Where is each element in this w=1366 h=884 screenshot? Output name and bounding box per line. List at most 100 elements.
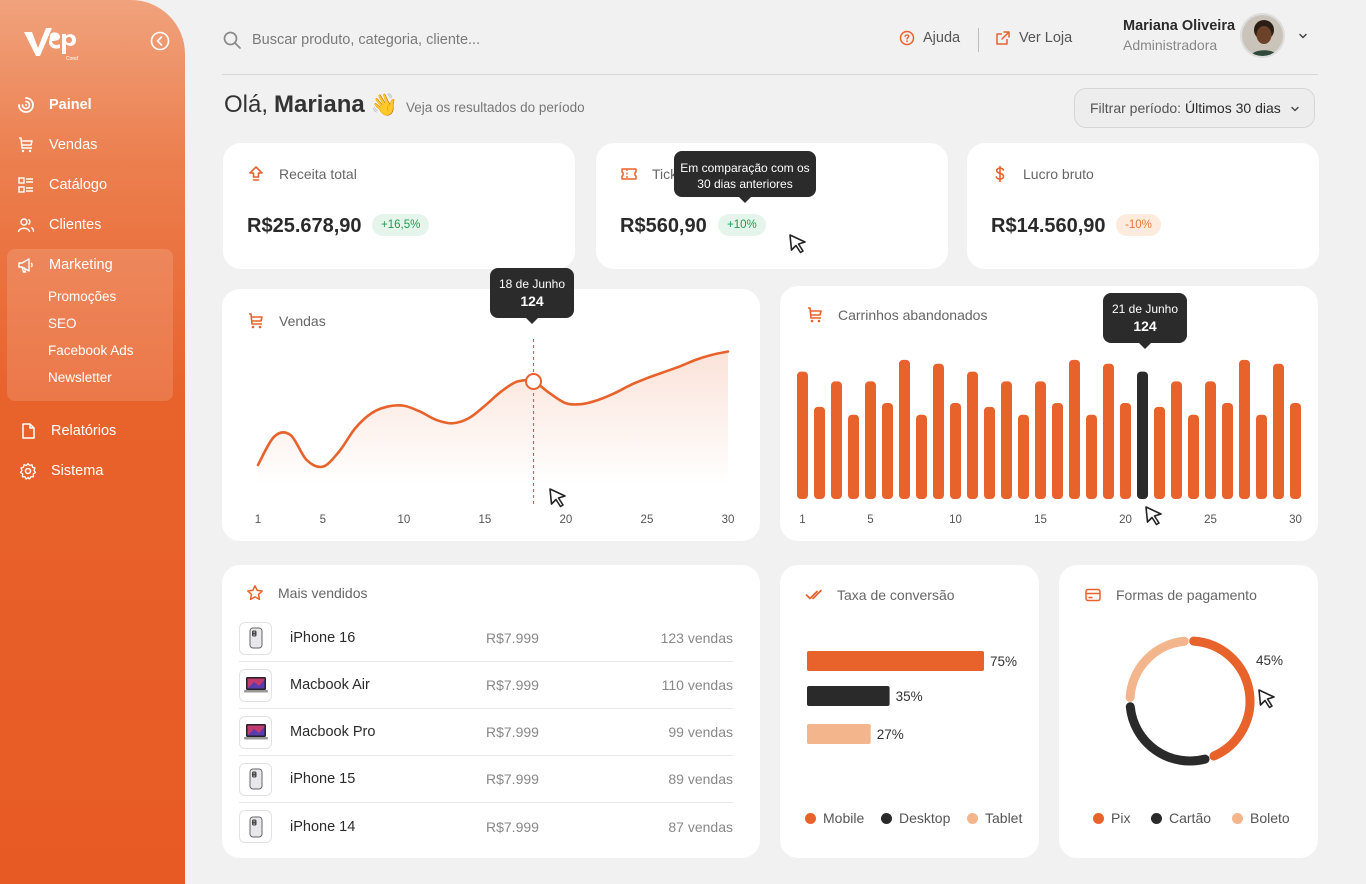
bar[interactable] <box>967 371 978 499</box>
search-icon[interactable] <box>222 30 242 50</box>
bar-value-label: 75% <box>990 654 1017 669</box>
sidebar-item-painel[interactable]: Painel <box>17 96 92 114</box>
card-title: Lucro bruto <box>991 165 1094 183</box>
sidebar-item-marketing[interactable]: Marketing <box>17 256 113 274</box>
bar[interactable] <box>1052 402 1063 499</box>
sales-chart[interactable] <box>222 289 760 541</box>
bar[interactable] <box>1120 402 1131 499</box>
bar[interactable] <box>865 381 876 499</box>
bar[interactable] <box>1205 381 1216 499</box>
bar[interactable] <box>1239 359 1250 499</box>
bar[interactable] <box>916 414 927 499</box>
conversion-card: Taxa de conversão <box>780 565 1039 858</box>
product-name: Macbook Pro <box>290 724 376 740</box>
bar[interactable] <box>950 402 961 499</box>
legend-swatch <box>805 812 816 824</box>
search-input[interactable] <box>252 26 772 54</box>
highlight-point[interactable] <box>525 373 543 391</box>
view-store-link[interactable]: Ver Loja <box>995 30 1072 46</box>
change-badge[interactable]: +10% <box>718 214 766 236</box>
period-filter-select[interactable]: Filtrar período: Últimos 30 dias <box>1074 88 1315 128</box>
page-subtitle: Veja os resultados do período <box>406 100 585 115</box>
sidebar-subitem-promocoes[interactable]: Promoções <box>48 289 117 304</box>
bar[interactable] <box>1222 402 1233 499</box>
sidebar-item-label: Catálogo <box>49 177 108 193</box>
donut-segment[interactable] <box>1125 702 1210 766</box>
legend-swatch <box>967 812 978 824</box>
users-icon <box>17 218 35 233</box>
bar[interactable] <box>899 359 910 499</box>
bar[interactable] <box>933 363 944 499</box>
legend-swatch <box>881 812 892 824</box>
bar[interactable] <box>831 381 842 499</box>
series-line <box>256 350 730 469</box>
card-title-label: Taxa de conversão <box>837 587 955 603</box>
card-title: Taxa de conversão <box>805 586 955 604</box>
help-link[interactable]: Ajuda <box>899 30 960 46</box>
bar[interactable] <box>984 406 995 499</box>
product-row[interactable]: Macbook Air R$7.999 110 vendas <box>239 662 733 709</box>
product-sales: 110 vendas <box>661 677 733 693</box>
bar[interactable] <box>1273 363 1284 499</box>
bar[interactable] <box>1290 402 1301 499</box>
bar-value-label: 35% <box>896 689 923 704</box>
bar[interactable] <box>882 402 893 499</box>
bar[interactable] <box>1256 414 1267 499</box>
bar[interactable] <box>1171 381 1182 499</box>
product-row[interactable]: iPhone 16 R$7.999 123 vendas <box>239 615 733 662</box>
bar[interactable] <box>1018 414 1029 499</box>
donut-segment[interactable] <box>1189 636 1255 761</box>
mouse-cursor-icon <box>1258 689 1275 709</box>
carts-tooltip: 21 de Junho 124 <box>1103 293 1187 349</box>
sidebar-subitem-newsletter[interactable]: Newsletter <box>48 370 112 385</box>
brand-logo[interactable]: Cond <box>22 22 82 62</box>
bar[interactable] <box>1069 359 1080 499</box>
header-divider <box>978 28 979 52</box>
bar[interactable] <box>814 406 825 499</box>
bar[interactable] <box>1103 363 1114 499</box>
sidebar-item-vendas[interactable]: Vendas <box>17 136 97 154</box>
product-sales: 87 vendas <box>668 818 733 835</box>
payment-card: Formas de pagamento <box>1059 565 1318 858</box>
filter-label: Filtrar período: <box>1090 100 1182 116</box>
bar[interactable] <box>1188 414 1199 499</box>
dollar-icon <box>995 165 1005 183</box>
card-title: Vendas <box>247 312 326 330</box>
bar[interactable] <box>1086 414 1097 499</box>
sidebar-subitem-facebook-ads[interactable]: Facebook Ads <box>48 343 134 358</box>
carts-chart[interactable] <box>780 286 1318 541</box>
product-price: R$7.999 <box>486 818 539 835</box>
product-row[interactable]: iPhone 14 R$7.999 87 vendas <box>239 803 733 850</box>
x-tick-label: 15 <box>1034 514 1047 526</box>
chevron-down-icon[interactable] <box>1297 30 1309 42</box>
bar[interactable] <box>1137 371 1148 499</box>
sidebar-item-catalogo[interactable]: Catálogo <box>17 176 107 194</box>
payment-donut-chart[interactable] <box>1059 565 1318 858</box>
collapse-sidebar-icon[interactable] <box>150 31 170 51</box>
sidebar-subitem-seo[interactable]: SEO <box>48 316 77 331</box>
donut-segment[interactable] <box>1125 636 1189 702</box>
avatar-image <box>1242 15 1283 56</box>
x-tick-label: 20 <box>559 514 573 526</box>
user-name[interactable]: Mariana Oliveira <box>1123 18 1236 34</box>
bar[interactable] <box>1154 406 1165 499</box>
chart-title: Vendas <box>279 313 326 329</box>
tooltip-value: 124 <box>1133 318 1157 334</box>
bar[interactable] <box>1001 381 1012 499</box>
bar[interactable] <box>797 371 808 499</box>
sidebar-item-sistema[interactable]: Sistema <box>19 462 103 480</box>
megaphone-icon <box>18 258 33 273</box>
sidebar-item-clientes[interactable]: Clientes <box>17 216 101 234</box>
bar[interactable] <box>1035 381 1046 499</box>
avatar[interactable] <box>1240 13 1285 58</box>
double-check-icon <box>805 589 822 600</box>
product-row[interactable]: Macbook Pro R$7.999 99 vendas <box>239 709 733 756</box>
view-store-label: Ver Loja <box>1019 30 1073 46</box>
sidebar-item-relatorios[interactable]: Relatórios <box>19 422 116 440</box>
x-tick-label: 5 <box>867 514 874 526</box>
product-row[interactable]: iPhone 15 R$7.999 89 vendas <box>239 756 733 803</box>
bar[interactable] <box>848 414 859 499</box>
legend-label: Mobile <box>823 810 865 826</box>
card-title-label: Mais vendidos <box>278 585 368 601</box>
x-tick-label: 30 <box>721 514 735 526</box>
